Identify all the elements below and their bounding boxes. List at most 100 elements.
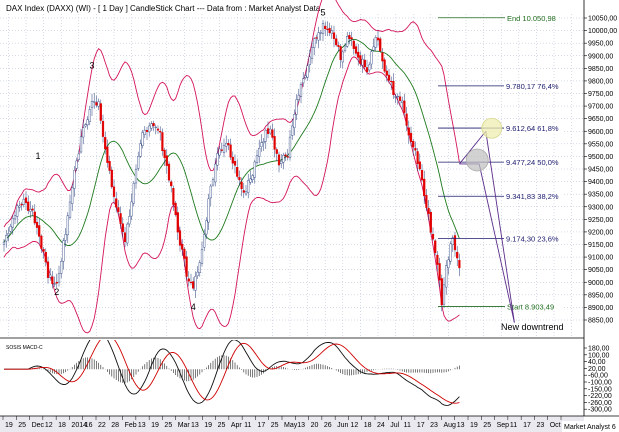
candle-body <box>214 163 217 183</box>
candle-body <box>79 136 83 153</box>
candle-body <box>317 32 320 41</box>
candle-body <box>209 185 212 199</box>
candle-body <box>286 156 289 158</box>
candle-body <box>288 136 292 158</box>
x-tick-label: 18 <box>58 422 66 429</box>
candle-body <box>354 46 358 54</box>
candle-body <box>368 64 371 71</box>
candle-body <box>273 136 276 150</box>
target-circle-lower <box>465 148 489 172</box>
x-tick-label: 12 <box>350 422 358 429</box>
candle-body <box>401 100 404 103</box>
candle-body <box>183 248 186 259</box>
candle-body <box>258 148 261 157</box>
candle-body <box>387 74 391 81</box>
candle-body <box>2 241 6 245</box>
macd-signal-line <box>4 340 460 404</box>
x-tick-label: Mar <box>178 422 191 429</box>
x-tick-label: Feb <box>125 422 137 429</box>
candle-body <box>128 216 131 225</box>
candle-body <box>381 52 384 62</box>
y-tick-label: 9400,00 <box>588 179 613 186</box>
candle-body <box>163 149 166 158</box>
candle-body <box>165 155 168 166</box>
candle-body <box>335 38 338 46</box>
y-tick-label: 9050,00 <box>588 267 613 274</box>
chart-title: DAX Index (DAXX) (WI) - [ 1 Day ] Candle… <box>6 4 321 13</box>
macd-tick-label: -260,00 <box>588 400 612 407</box>
y-tick-label: 9950,00 <box>588 41 613 48</box>
x-tick-label: May <box>284 422 298 429</box>
candle-body <box>57 273 61 283</box>
candle-body <box>363 59 366 68</box>
candle-body <box>328 27 331 34</box>
candle-body <box>20 203 23 206</box>
y-tick-label: 10000,00 <box>588 28 617 35</box>
candle-body <box>101 120 105 137</box>
candle-body <box>126 223 129 244</box>
candle-body <box>275 149 278 154</box>
candle-body <box>46 261 50 278</box>
candle-body <box>97 101 100 107</box>
candle-body <box>449 243 452 262</box>
candle-body <box>9 225 12 232</box>
candle-body <box>247 180 250 193</box>
candle-body <box>370 51 373 65</box>
x-tick-label: 18 <box>364 422 372 429</box>
candle-body <box>185 256 188 277</box>
candle-body <box>240 181 243 190</box>
candle-body <box>51 276 54 285</box>
candle-body <box>445 265 448 288</box>
candle-body <box>447 259 450 268</box>
projection-up-line <box>459 130 487 165</box>
fib-label: 9.174,30 23,6% <box>506 234 559 243</box>
candle-body <box>420 169 424 181</box>
candle-body <box>458 259 461 269</box>
candle-body <box>137 156 140 169</box>
candle-body <box>299 84 303 97</box>
y-tick-label: 9500,00 <box>588 154 613 161</box>
candle-body <box>200 249 204 264</box>
candle-body <box>176 212 179 233</box>
y-tick-label: 10050,00 <box>588 16 617 23</box>
candle-body <box>93 101 96 103</box>
candle-body <box>348 35 351 39</box>
candle-body <box>159 131 162 133</box>
candle-body <box>396 95 399 98</box>
candle-body <box>324 25 327 30</box>
x-tick-label: 25 <box>164 422 172 429</box>
fib-label: 9.341,83 38,2% <box>506 192 559 201</box>
candle-body <box>405 113 408 126</box>
y-tick-label: 8950,00 <box>588 292 613 299</box>
candle-body <box>383 59 386 72</box>
candle-body <box>68 201 72 218</box>
candle-body <box>321 23 325 34</box>
x-tick-label: 22 <box>98 422 106 429</box>
candle-body <box>141 132 144 146</box>
candle-body <box>242 190 245 193</box>
x-tick-label: 11 <box>404 422 411 429</box>
fib-label: Start 8.903,49 <box>507 303 554 312</box>
wave-label: 1 <box>35 151 40 161</box>
candle-body <box>181 244 184 250</box>
candle-body <box>409 132 413 142</box>
x-tick-label: 25 <box>18 422 26 429</box>
macd-panel <box>4 340 460 406</box>
candle-body <box>64 234 67 241</box>
x-tick-label: 11 <box>510 422 517 429</box>
fib-label-bg <box>504 234 563 243</box>
candle-body <box>40 235 43 249</box>
candle-body <box>376 37 380 41</box>
x-tick-label: 19 <box>5 422 13 429</box>
x-tick-label: Dec <box>32 422 45 429</box>
x-tick-label: 24 <box>377 422 385 429</box>
wave-labels: 1 2 3 4 5 <box>35 7 325 311</box>
candlesticks <box>2 20 461 312</box>
candle-body <box>330 30 333 34</box>
candle-body <box>192 281 195 289</box>
candle-body <box>119 213 122 224</box>
candle-body <box>121 223 124 233</box>
y-tick-label: 9150,00 <box>588 242 613 249</box>
